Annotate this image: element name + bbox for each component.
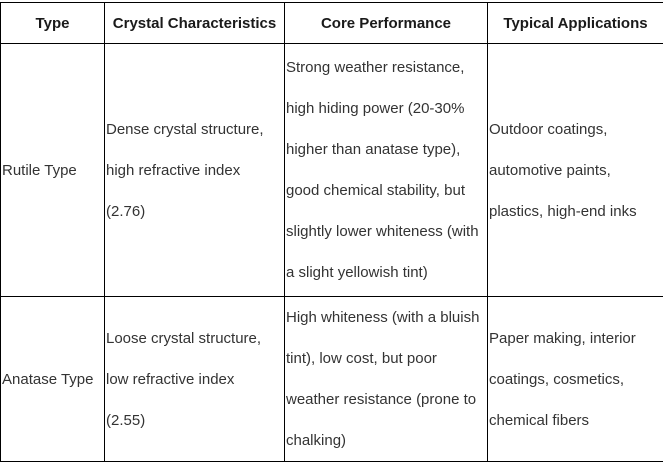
rutile-typical-applications-cell: Outdoor coatings, automotive paints, plast… bbox=[487, 43, 663, 297]
anatase-crystal-characteristics-cell: Loose crystal structure, low refractive i… bbox=[104, 296, 285, 462]
rutile-core-performance-cell: Strong weather resistance, high hiding po… bbox=[284, 43, 488, 297]
rutile-type-cell: Rutile Type bbox=[0, 43, 105, 297]
table-row-anatase: Anatase Type Loose crystal structure, low… bbox=[0, 296, 663, 462]
header-cell-crystal-characteristics: Crystal Characteristics bbox=[104, 2, 285, 44]
anatase-typical-applications-cell: Paper making, interior coatings, cosmetic… bbox=[487, 296, 663, 462]
header-cell-core-performance: Core Performance bbox=[284, 2, 488, 44]
anatase-core-performance-cell: High whiteness (with a bluish tint), low … bbox=[284, 296, 488, 462]
header-cell-type: Type bbox=[0, 2, 105, 44]
header-row: Type Crystal Characteristics Core Perfor… bbox=[0, 2, 663, 44]
anatase-type-cell: Anatase Type bbox=[0, 296, 105, 462]
table-row-rutile: Rutile Type Dense crystal structure, high… bbox=[0, 43, 663, 297]
rutile-crystal-characteristics-cell: Dense crystal structure, high refractive … bbox=[104, 43, 285, 297]
header-cell-typical-applications: Typical Applications bbox=[487, 2, 663, 44]
